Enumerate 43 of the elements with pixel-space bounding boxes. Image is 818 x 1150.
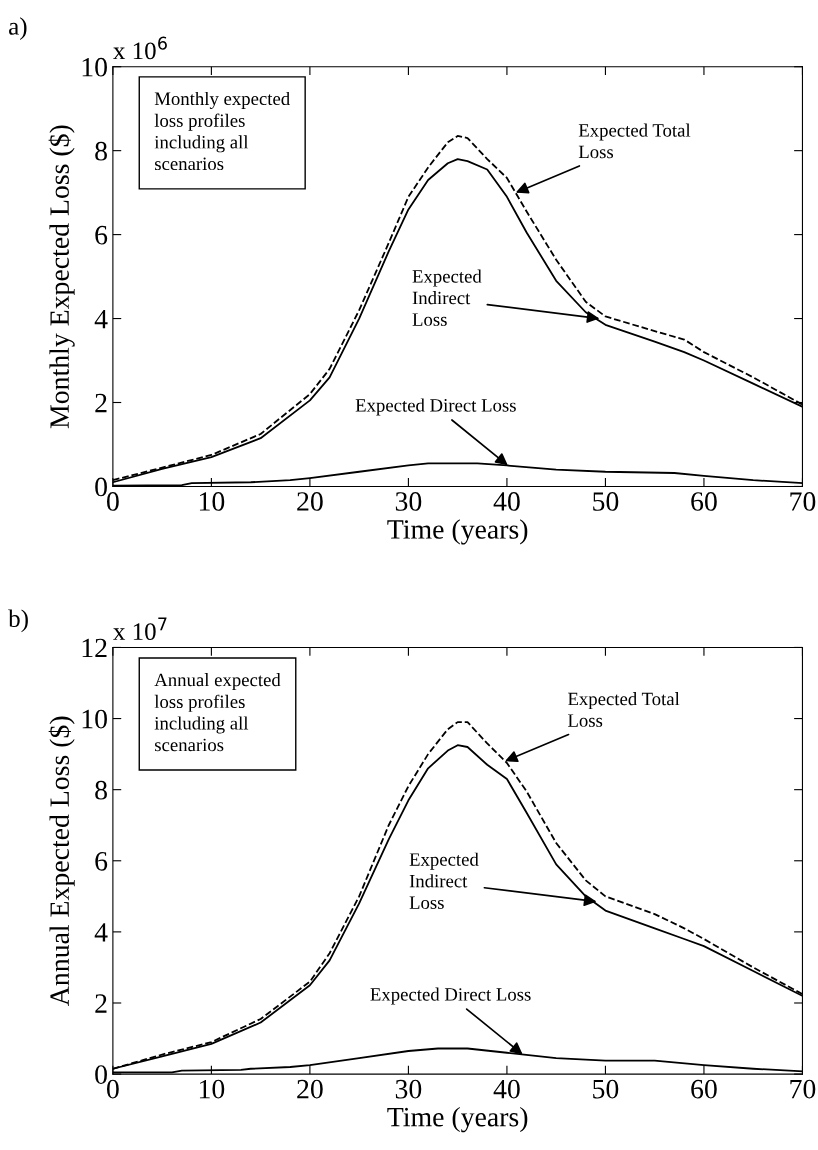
annotation: Expected Total Loss [568,692,680,727]
annotation: Annual expected loss profiles including all scenarios [154,673,281,752]
x-axis-title: Time (years) [387,519,528,545]
x-tick-label: 50 [593,492,619,511]
x-tick-label: 30 [395,492,422,511]
x-tick-label: 30 [395,1079,422,1099]
chart-title: a) [9,17,27,40]
y-tick-label: 12 [82,638,107,658]
y-tick-label: 4 [94,309,108,329]
x-tick-label: 20 [297,1079,323,1099]
x-tick-label: 60 [691,1079,717,1099]
y-tick-label: 4 [94,923,108,942]
x-tick-label: 40 [493,1079,520,1099]
annotation: Expected Indirect Loss [409,852,479,909]
annotation: Expected Total Loss [578,123,691,159]
x-axis-title: Time (years) [387,1106,528,1133]
y-axis-title: Annual Expected Loss ($) [48,716,75,1006]
y-tick-label: 8 [95,780,107,800]
x-tick-label: 20 [297,492,323,511]
y-tick-label: 8 [95,141,107,161]
x-tick-label: 10 [199,1079,225,1099]
x-tick-label: 70 [790,492,816,511]
annotation: Expected Direct Loss [370,987,531,1005]
x-tick-label: 40 [493,492,520,511]
y-tick-label: 10 [82,57,107,77]
y-tick-label: 6 [95,852,108,871]
chart-title: b) [8,609,28,633]
x-tick-label: 10 [199,492,225,511]
x-tick-label: 70 [790,1079,816,1099]
text: x 10$^{6}$ [113,36,167,60]
x-tick-label: 50 [593,1079,619,1099]
y-tick-label: 0 [95,1065,107,1085]
y-tick-label: 2 [95,994,107,1013]
y-tick-label: 2 [95,393,107,413]
annotation: Expected Direct Loss [355,398,516,416]
text: x 10$^{7}$ [113,617,167,641]
annotation: Expected Indirect Loss [412,269,482,326]
x-tick-label: 60 [691,492,717,511]
y-axis-title: Monthly Expected Loss ($) [48,125,75,429]
y-tick-label: 0 [95,477,107,497]
annotation: Monthly expected loss profiles including all scenarios [154,91,290,171]
y-tick-label: 6 [95,225,108,245]
y-tick-label: 10 [82,709,107,729]
